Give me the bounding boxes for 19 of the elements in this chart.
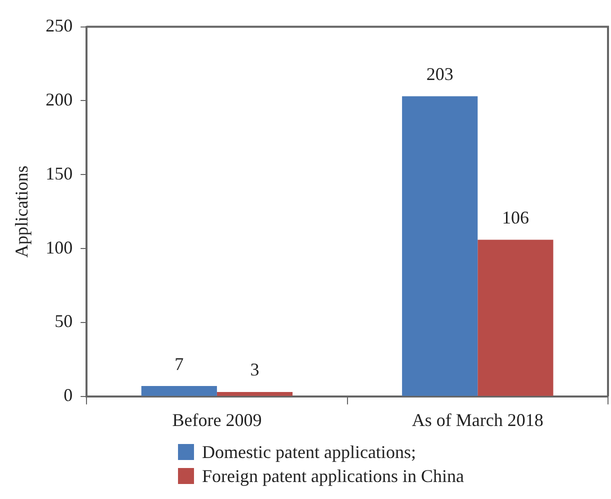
y-tick-label: 150 [46, 163, 73, 184]
y-tick-label: 100 [46, 237, 73, 258]
y-tick-label: 50 [54, 311, 73, 332]
data-label: 7 [174, 354, 184, 374]
data-label: 203 [426, 64, 454, 84]
bar [402, 96, 478, 396]
legend-label: Foreign patent applications in China [202, 465, 464, 488]
y-tick-label: 200 [46, 89, 73, 110]
y-tick-label: 250 [46, 16, 73, 36]
data-label: 106 [502, 207, 529, 228]
x-tick-label: As of March 2018 [412, 410, 544, 430]
x-tick-label: Before 2009 [172, 410, 262, 430]
data-label: 3 [250, 360, 260, 380]
y-tick-label: 0 [64, 385, 73, 406]
y-axis-title: Applications [12, 166, 32, 258]
bar [216, 392, 293, 396]
bar [141, 386, 217, 396]
bar [478, 240, 554, 396]
legend-label: Domestic patent applications; [202, 441, 416, 464]
